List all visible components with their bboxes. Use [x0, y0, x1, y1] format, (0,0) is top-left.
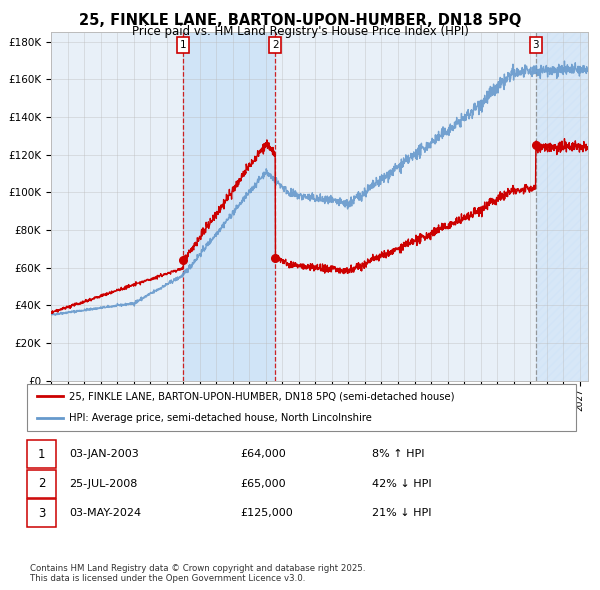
- Text: 25, FINKLE LANE, BARTON-UPON-HUMBER, DN18 5PQ: 25, FINKLE LANE, BARTON-UPON-HUMBER, DN1…: [79, 13, 521, 28]
- Text: 25, FINKLE LANE, BARTON-UPON-HUMBER, DN18 5PQ (semi-detached house): 25, FINKLE LANE, BARTON-UPON-HUMBER, DN1…: [69, 392, 455, 401]
- Bar: [536, 32, 596, 381]
- Text: 21% ↓ HPI: 21% ↓ HPI: [372, 509, 431, 518]
- Text: 25-JUL-2008: 25-JUL-2008: [69, 479, 137, 489]
- Text: £64,000: £64,000: [240, 450, 286, 459]
- Text: 2: 2: [38, 477, 45, 490]
- Text: 3: 3: [38, 507, 45, 520]
- Text: 03-MAY-2024: 03-MAY-2024: [69, 509, 141, 518]
- Text: 03-JAN-2003: 03-JAN-2003: [69, 450, 139, 459]
- Text: 42% ↓ HPI: 42% ↓ HPI: [372, 479, 431, 489]
- Text: 2: 2: [272, 40, 278, 50]
- Text: 8% ↑ HPI: 8% ↑ HPI: [372, 450, 425, 459]
- Text: 1: 1: [38, 448, 45, 461]
- Text: Contains HM Land Registry data © Crown copyright and database right 2025.
This d: Contains HM Land Registry data © Crown c…: [30, 563, 365, 583]
- Text: £125,000: £125,000: [240, 509, 293, 518]
- Text: 1: 1: [180, 40, 187, 50]
- Text: 3: 3: [532, 40, 539, 50]
- Text: Price paid vs. HM Land Registry's House Price Index (HPI): Price paid vs. HM Land Registry's House …: [131, 25, 469, 38]
- Bar: [184, 32, 275, 381]
- Text: £65,000: £65,000: [240, 479, 286, 489]
- Text: HPI: Average price, semi-detached house, North Lincolnshire: HPI: Average price, semi-detached house,…: [69, 413, 372, 422]
